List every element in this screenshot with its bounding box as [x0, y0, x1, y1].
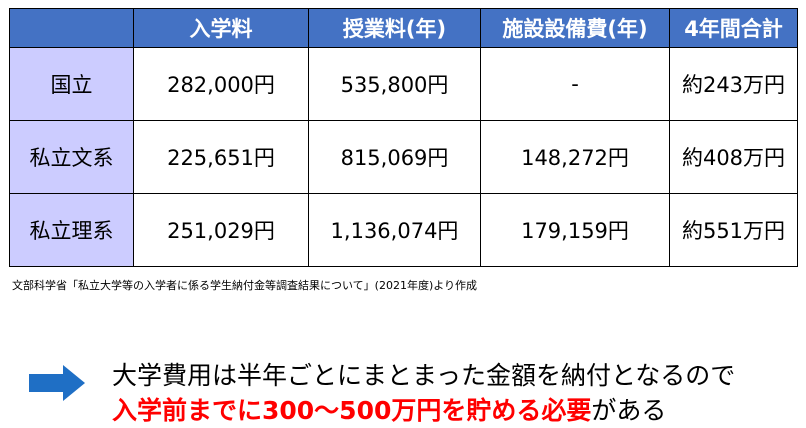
- table-cell: 約408万円: [669, 120, 798, 194]
- table-cell: 約551万円: [669, 193, 798, 267]
- table-cell: 251,029円: [133, 193, 309, 267]
- header-admission-fee: 入学料: [133, 8, 309, 48]
- header-four-year-total: 4年間合計: [669, 8, 798, 48]
- table-cell: 約243万円: [669, 47, 798, 121]
- table-cell: 535,800円: [308, 47, 481, 121]
- row-label: 国立: [9, 47, 134, 121]
- message-line-2: 入学前までに300～500万円を貯める必要がある: [112, 398, 666, 423]
- right-arrow-icon: [29, 365, 85, 401]
- header-tuition: 授業料(年): [308, 8, 481, 48]
- table-cell: 815,069円: [308, 120, 481, 194]
- message-emphasis: 入学前までに300～500万円を貯める必要: [112, 396, 592, 425]
- tuition-table: 入学料 授業料(年) 施設設備費(年) 4年間合計 国立 282,000円 53…: [9, 8, 798, 267]
- table-row: 私立文系 225,651円 815,069円 148,272円 約408万円: [9, 120, 798, 194]
- source-note: 文部科学省「私立大学等の入学者に係る学生納付金等調査結果について」(2021年度…: [12, 279, 478, 292]
- header-facility-fee: 施設設備費(年): [480, 8, 670, 48]
- table-cell: 148,272円: [480, 120, 670, 194]
- table-cell: 225,651円: [133, 120, 309, 194]
- message-line-1: 大学費用は半年ごとにまとまった金額を納付となるので: [112, 361, 736, 390]
- table-row: 私立理系 251,029円 1,136,074円 179,159円 約551万円: [9, 193, 798, 267]
- arrow-shape: [29, 365, 85, 401]
- table-header-row: 入学料 授業料(年) 施設設備費(年) 4年間合計: [9, 8, 798, 48]
- table-row: 国立 282,000円 535,800円 - 約243万円: [9, 47, 798, 121]
- table-cell: 1,136,074円: [308, 193, 481, 267]
- table-cell: 179,159円: [480, 193, 670, 267]
- table-cell: 282,000円: [133, 47, 309, 121]
- row-label: 私立理系: [9, 193, 134, 267]
- header-corner: [9, 8, 134, 48]
- table-cell: -: [480, 47, 670, 121]
- message-rest: がある: [591, 396, 667, 425]
- row-label: 私立文系: [9, 120, 134, 194]
